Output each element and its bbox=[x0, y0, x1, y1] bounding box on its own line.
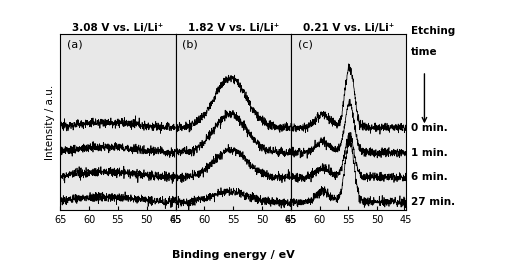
Title: 1.82 V vs. Li/Li⁺: 1.82 V vs. Li/Li⁺ bbox=[188, 23, 279, 33]
Text: time: time bbox=[411, 47, 438, 57]
Title: 3.08 V vs. Li/Li⁺: 3.08 V vs. Li/Li⁺ bbox=[72, 23, 163, 33]
Text: (b): (b) bbox=[182, 39, 198, 49]
Text: 27 min.: 27 min. bbox=[411, 197, 455, 207]
Text: (a): (a) bbox=[67, 39, 83, 49]
Title: 0.21 V vs. Li/Li⁺: 0.21 V vs. Li/Li⁺ bbox=[303, 23, 394, 33]
Text: 6 min.: 6 min. bbox=[411, 172, 448, 182]
Text: Binding energy / eV: Binding energy / eV bbox=[172, 250, 294, 260]
Text: (c): (c) bbox=[298, 39, 313, 49]
Y-axis label: Intensity / a.u.: Intensity / a.u. bbox=[45, 85, 54, 160]
Text: 0 min.: 0 min. bbox=[411, 123, 448, 133]
Text: 1 min.: 1 min. bbox=[411, 148, 448, 158]
Text: Etching: Etching bbox=[411, 26, 455, 36]
